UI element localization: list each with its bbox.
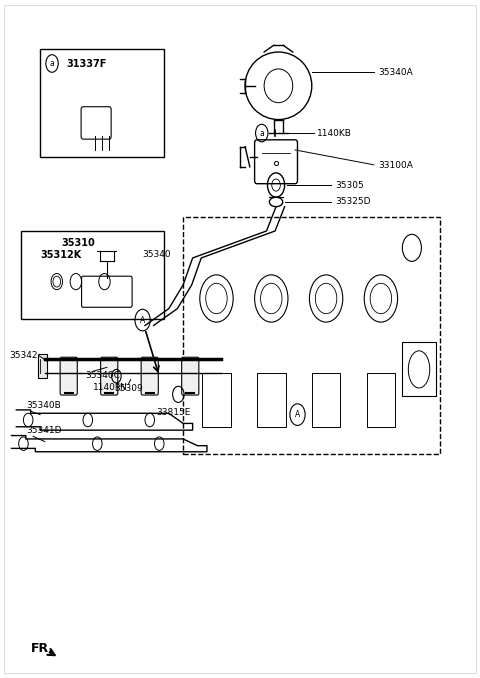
Text: 35340B: 35340B bbox=[26, 401, 60, 410]
Bar bbox=[40, 49, 164, 157]
Text: 1140FN: 1140FN bbox=[93, 383, 127, 392]
Text: 1140KB: 1140KB bbox=[316, 129, 351, 138]
Text: 33100A: 33100A bbox=[379, 161, 413, 170]
Bar bbox=[402, 342, 436, 397]
Text: 33815E: 33815E bbox=[156, 408, 191, 417]
Bar bbox=[367, 373, 395, 426]
FancyBboxPatch shape bbox=[101, 357, 118, 395]
Text: A: A bbox=[140, 315, 145, 325]
Text: 35305: 35305 bbox=[336, 180, 364, 190]
Text: 35309: 35309 bbox=[114, 384, 143, 393]
Text: a: a bbox=[49, 59, 54, 68]
Bar bbox=[183, 218, 441, 454]
Text: 35340A: 35340A bbox=[379, 68, 413, 77]
Text: 35340C: 35340C bbox=[85, 372, 120, 380]
Text: 35325D: 35325D bbox=[336, 197, 371, 206]
Text: 31337F: 31337F bbox=[66, 58, 107, 68]
FancyBboxPatch shape bbox=[141, 357, 158, 395]
Text: FR.: FR. bbox=[31, 642, 54, 655]
Text: A: A bbox=[295, 410, 300, 419]
Text: 35340: 35340 bbox=[143, 250, 171, 259]
Text: 35310: 35310 bbox=[61, 238, 95, 248]
FancyBboxPatch shape bbox=[60, 357, 77, 395]
FancyBboxPatch shape bbox=[181, 357, 199, 395]
Bar bbox=[312, 373, 340, 426]
Bar bbox=[202, 373, 231, 426]
Text: a: a bbox=[259, 129, 264, 138]
Text: 35341D: 35341D bbox=[26, 426, 61, 435]
Text: 35342: 35342 bbox=[9, 351, 38, 361]
Bar bbox=[257, 373, 286, 426]
Text: 35312K: 35312K bbox=[40, 250, 82, 260]
Bar bbox=[38, 354, 47, 378]
Bar bbox=[21, 231, 164, 319]
